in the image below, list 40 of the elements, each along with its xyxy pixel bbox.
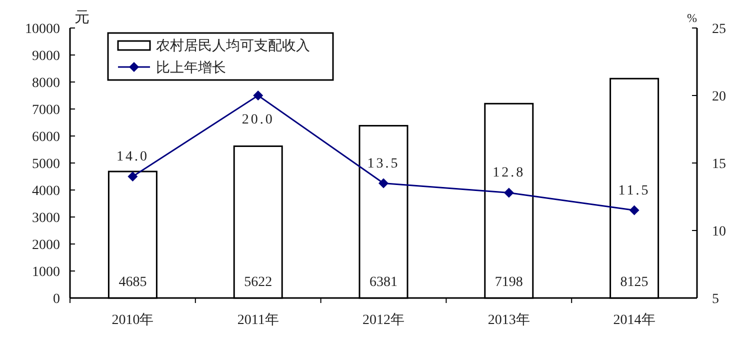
x-tick-label: 2014年 bbox=[613, 312, 656, 328]
y2-axis-title: % bbox=[687, 11, 697, 25]
x-tick-label: 2012年 bbox=[362, 312, 404, 328]
y2-tick-label: 20 bbox=[712, 90, 726, 104]
legend-label: 农村居民人均可支配收入 bbox=[156, 38, 310, 54]
legend-label: 比上年增长 bbox=[156, 60, 226, 76]
y-tick-label: 10000 bbox=[25, 22, 60, 37]
y-tick-label: 5000 bbox=[32, 157, 60, 172]
y-axis-title: 元 bbox=[74, 10, 90, 26]
point bbox=[128, 172, 138, 182]
point bbox=[504, 188, 514, 198]
data-label: 4685 bbox=[118, 275, 147, 290]
data-label: 12.8 bbox=[492, 166, 526, 181]
y-tick-label: 2000 bbox=[32, 238, 60, 253]
y-tick-label: 0 bbox=[53, 292, 60, 307]
data-label: 20.0 bbox=[242, 112, 274, 128]
x-tick-label: 2013年 bbox=[488, 312, 530, 328]
y-tick-label: 9000 bbox=[32, 49, 60, 64]
y2-tick-label: 5 bbox=[712, 292, 719, 307]
data-label: 11.5 bbox=[618, 183, 650, 198]
data-label: 5622 bbox=[244, 275, 272, 290]
point bbox=[253, 90, 264, 100]
y2-tick-label: 15 bbox=[712, 157, 726, 172]
data-label: 7198 bbox=[494, 275, 523, 290]
point bbox=[629, 205, 640, 216]
y-tick-label: 8000 bbox=[32, 76, 60, 91]
data-label: 8125 bbox=[620, 275, 648, 290]
y-tick-label: 6000 bbox=[32, 130, 60, 145]
y-tick-label: 4000 bbox=[32, 184, 60, 199]
y-tick-label: 3000 bbox=[32, 211, 60, 226]
x-tick-label: 2010年 bbox=[112, 312, 154, 328]
data-label: 14.0 bbox=[116, 150, 149, 164]
x-tick-label: 2011年 bbox=[237, 312, 279, 328]
y-tick-label: 7000 bbox=[32, 103, 60, 118]
data-label: 13.5 bbox=[367, 156, 400, 172]
data-label: 6381 bbox=[370, 275, 398, 290]
y-tick-label: 1000 bbox=[32, 265, 60, 280]
y2-tick-label: 25 bbox=[712, 22, 726, 37]
point bbox=[378, 178, 388, 188]
y2-tick-label: 10 bbox=[712, 224, 726, 240]
